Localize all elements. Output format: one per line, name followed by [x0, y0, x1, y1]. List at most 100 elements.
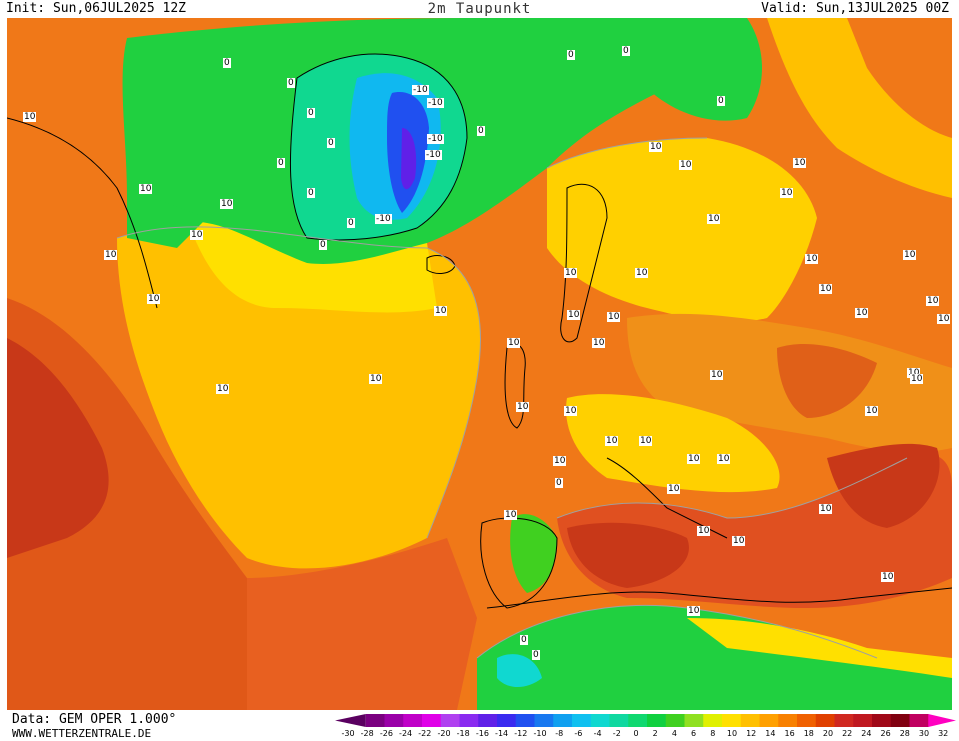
field-arctic-green [607, 18, 762, 121]
colorbar-tick-label: -20 [437, 729, 451, 738]
contour-label: 10 [649, 142, 663, 152]
contour-label: 10 [819, 504, 833, 514]
contour-label: 10 [504, 510, 518, 520]
colorbar-tick-label: -22 [418, 729, 432, 738]
colorbar-cell [459, 714, 479, 727]
colorbar-cell [497, 714, 517, 727]
contour-label: 0 [287, 78, 295, 88]
contour-label: 10 [793, 158, 807, 168]
colorbar-cell [647, 714, 667, 727]
contour-label: 0 [277, 158, 285, 168]
contour-label: 10 [707, 214, 721, 224]
colorbar-tick-label: 30 [918, 729, 930, 738]
dewpoint-map: 10 10 10 10 10 10 0 0 0 0 0 0 0 0 -10 -10 -10 -10 -10 0 0 0 0 1… [7, 18, 952, 710]
contour-label: 10 [910, 374, 924, 384]
colorbar [335, 714, 956, 727]
contour-label: 10 [819, 284, 833, 294]
colorbar-tick-label: -10 [533, 729, 547, 738]
colorbar-tick-label: 8 [710, 729, 716, 738]
contour-label: 10 [23, 112, 37, 122]
contour-label: 10 [564, 268, 578, 278]
field-ukraine [777, 343, 877, 418]
colorbar-cell [722, 714, 742, 727]
contour-label: 10 [190, 230, 204, 240]
field-greenland-peak [401, 128, 417, 190]
contour-label: 10 [907, 368, 921, 378]
contour-label: 10 [732, 536, 746, 546]
header-bar: Init: Sun,06JUL2025 12Z 2m Taupunkt Vali… [0, 0, 959, 18]
field-sahara-green [477, 605, 952, 710]
colorbar-tick-label: -26 [379, 729, 393, 738]
contour-label: 0 [327, 138, 335, 148]
contour-label: 10 [605, 436, 619, 446]
contour-10-c [556, 457, 908, 519]
colorbar-tick-label: 12 [746, 729, 757, 738]
footer-bar: Data: GEM OPER 1.000° WWW.WETTERZENTRALE… [0, 710, 959, 741]
colorbar-tick-label: 14 [765, 729, 776, 738]
colorbar-tick-label: -6 [574, 729, 583, 738]
contour-label: 10 [220, 199, 234, 209]
colorbar-cell [365, 714, 385, 727]
field-ural-orange [847, 18, 952, 138]
contour-label: 0 [555, 478, 563, 488]
colorbar-tick-label: -24 [399, 729, 413, 738]
colorbar-cell [403, 714, 423, 727]
field-sahel-yellow [687, 618, 952, 678]
colorbar-cell [422, 714, 442, 727]
contour-label: 10 [567, 310, 581, 320]
contour-label: 10 [516, 402, 530, 412]
field-labrador-green [127, 188, 207, 248]
contour-label: 10 [434, 306, 448, 316]
contour-label: 0 [567, 50, 575, 60]
contour-label: 10 [607, 312, 621, 322]
map-title: 2m Taupunkt [427, 1, 532, 17]
contour-lines [116, 137, 908, 659]
contour-label: 0 [307, 188, 315, 198]
colorbar-cell [384, 714, 404, 727]
colorbar-tick-label: 20 [822, 729, 834, 738]
contour-label: 0 [717, 96, 725, 106]
contour-label: 10 [369, 374, 383, 384]
contour-label: 10 [679, 160, 693, 170]
field-scandinavia [547, 138, 817, 323]
contour-label: -10 [427, 134, 444, 144]
colorbar-tick-label: -12 [514, 729, 528, 738]
website-link[interactable]: WWW.WETTERZENTRALE.DE [12, 727, 152, 740]
field-turkey-hot [827, 443, 940, 528]
contour-10-a [116, 226, 481, 539]
colorbar-tick-label: -16 [475, 729, 489, 738]
contour-label: 10 [926, 296, 940, 306]
colorbar-cell [572, 714, 592, 727]
contour-label: 10 [697, 526, 711, 536]
colorbar-cell [872, 714, 892, 727]
map-field [7, 18, 952, 710]
contour-label: 10 [147, 294, 161, 304]
colorbar-tick-label: -28 [360, 729, 374, 738]
colorbar-ticks: -30 -28 -26 -24 -22 -20 -18 -16 -14 -12 -10 -8 -6 -4-… [341, 729, 948, 741]
field-sahara-cool [497, 654, 542, 687]
colorbar-cell [834, 714, 854, 727]
contour-10-b [546, 137, 708, 169]
contour-label: 10 [687, 454, 701, 464]
colorbar-tick-label: 22 [842, 729, 853, 738]
colorbar-tick-label: 28 [899, 729, 910, 738]
colorbar-tick-label: 26 [880, 729, 891, 738]
colorbar-cell [665, 714, 685, 727]
contour-label: 10 [139, 184, 153, 194]
contour-label: 10 [687, 606, 701, 616]
colorbar-tick-label: -2 [612, 729, 621, 738]
contour-label: 0 [223, 58, 231, 68]
contour-label: 0 [347, 218, 355, 228]
colorbar-tick-label: -4 [593, 729, 602, 738]
contour-label: 10 [564, 406, 578, 416]
colorbar-tick-label: -14 [495, 729, 509, 738]
contour-label: 0 [532, 650, 540, 660]
greenland-coast [289, 53, 468, 241]
contour-label: 10 [507, 338, 521, 348]
field-algeria-hot [567, 522, 689, 588]
colorbar-cell [684, 714, 704, 727]
colorbar-cell [590, 714, 610, 727]
colorbar-cell [928, 714, 956, 727]
contour-label: -10 [375, 214, 392, 224]
contour-label: 10 [592, 338, 606, 348]
